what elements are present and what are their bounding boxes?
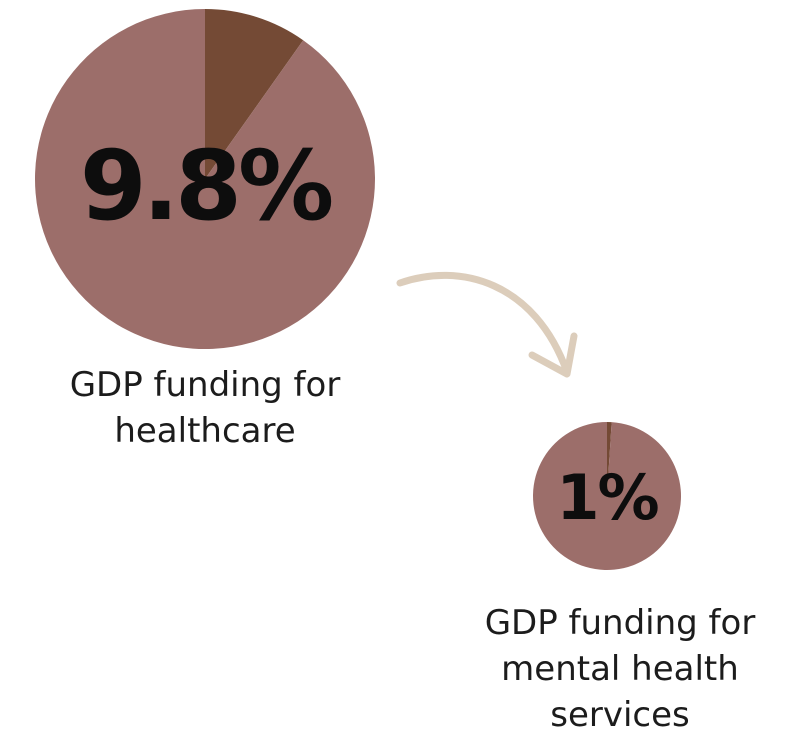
pie-chart-mental-health	[533, 422, 682, 571]
healthcare-percentage: 9.8%	[79, 130, 334, 242]
pie-slice	[34, 9, 375, 350]
pie-slice	[205, 9, 304, 179]
pie-chart-healthcare	[34, 9, 375, 350]
mental-health-percentage: 1%	[556, 461, 659, 534]
arrow-icon	[396, 271, 578, 378]
mental-health-caption: GDP funding for mental health services	[484, 603, 756, 735]
pie-slice	[533, 422, 682, 571]
pie-slice	[607, 422, 612, 496]
healthcare-caption: GDP funding for healthcare	[69, 365, 341, 451]
